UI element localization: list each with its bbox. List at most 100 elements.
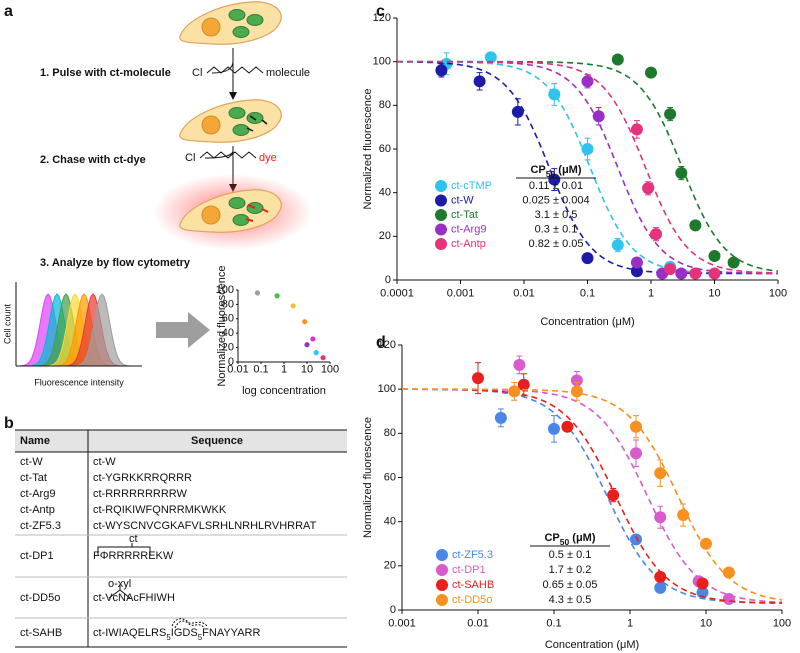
- legend-value: 0.3 ± 0.1: [535, 223, 578, 235]
- legend-label: ct-Arg9: [451, 223, 486, 235]
- linker: [199, 151, 257, 159]
- table-cell: ct-WYSCNVCGKAFVLSRHLNRHLRVHRRAT: [93, 520, 317, 532]
- legend-label: ct-Antp: [451, 238, 486, 250]
- y-tick-label: 40: [379, 187, 391, 199]
- table-cell: ct-ZF5.3: [20, 520, 61, 532]
- data-point: [700, 537, 712, 550]
- data-point: [654, 467, 667, 480]
- table-cell: ct-DP1: [20, 550, 54, 562]
- reagent-link: [204, 149, 234, 159]
- legend-title-part: 50: [560, 537, 570, 547]
- data-point: [548, 173, 561, 186]
- y-axis-label: Normalized fluorescence: [362, 88, 374, 209]
- legend-marker: [436, 549, 448, 561]
- legend-value: 1.7 ± 0.2: [549, 564, 592, 576]
- legend-marker: [435, 209, 447, 221]
- data-point: [310, 336, 316, 342]
- panel-label: c: [376, 3, 385, 20]
- data-point: [561, 420, 574, 433]
- sequence-part: 5: [198, 633, 203, 642]
- axis-label: Fluorescence intensity: [34, 377, 124, 387]
- data-point: [650, 228, 663, 241]
- big-arrow: [156, 312, 210, 348]
- data-point: [664, 263, 677, 276]
- data-point: [472, 372, 484, 385]
- table-cell: ct-IWIAQELRS5IGDS5FNAYYARR: [93, 627, 260, 642]
- legend-marker: [435, 180, 447, 192]
- step-label: 1. Pulse with ct-molecule: [40, 67, 171, 79]
- data-point: [630, 533, 643, 546]
- x-axis-label: Concentration (μM): [540, 316, 634, 328]
- x-tick-label: 0.001: [447, 288, 475, 300]
- legend-value: 0.025 ± 0.004: [522, 194, 589, 206]
- crosslink-bracket: [108, 585, 131, 599]
- y-tick-label: 120: [373, 12, 391, 24]
- histogram-curve: [71, 293, 133, 367]
- sequence-part: 5: [166, 633, 171, 642]
- legend-label: ct-ZF5.3: [452, 549, 493, 561]
- legend-title: CP50 (μM): [544, 532, 595, 547]
- legend-title: CP50 (μM): [530, 164, 581, 179]
- data-point: [304, 342, 310, 348]
- x-tick-label: 10: [301, 364, 313, 376]
- data-point: [696, 577, 709, 590]
- table-cell: ct-DD5o: [20, 592, 60, 604]
- data-point: [254, 290, 261, 296]
- legend-marker: [436, 594, 448, 606]
- fit-curve: [397, 61, 778, 275]
- panel-label: a: [4, 3, 13, 20]
- bound-molecule: [246, 115, 268, 132]
- y-tick-label: 20: [222, 342, 234, 354]
- data-point: [630, 256, 643, 269]
- x-tick-label: 0.01: [513, 288, 534, 300]
- data-point: [630, 447, 643, 460]
- y-tick-label: 60: [379, 143, 391, 155]
- data-point: [570, 385, 583, 398]
- legend-title-part: (μM): [569, 532, 596, 544]
- legend-label: ct-DP1: [452, 564, 486, 576]
- legend-value: 3.1 ± 0.5: [535, 209, 578, 221]
- table-cell: ct-W: [93, 456, 116, 468]
- data-point: [727, 256, 740, 269]
- linker: [206, 66, 264, 74]
- sequence-part: ct-IWIAQELRS: [93, 627, 166, 639]
- data-point: [675, 167, 688, 180]
- cyclization-bracket: [97, 543, 151, 556]
- y-tick-label: 100: [373, 56, 391, 68]
- data-point: [494, 411, 507, 424]
- data-point: [320, 355, 326, 361]
- data-point: [313, 350, 319, 356]
- legend-title-part: CP: [530, 164, 545, 176]
- data-point: [607, 489, 620, 502]
- data-point: [696, 586, 709, 599]
- data-point: [722, 566, 735, 579]
- reagent-link: [211, 59, 234, 74]
- data-point: [675, 267, 688, 280]
- x-tick-label: 100: [321, 364, 339, 376]
- y-tick-label: 20: [379, 230, 391, 242]
- histogram: [17, 293, 133, 367]
- data-point: [654, 570, 667, 583]
- panel-label: d: [376, 334, 386, 351]
- x-axis-label: log concentration: [242, 385, 326, 397]
- data-point: [722, 592, 735, 605]
- y-tick-label: 40: [222, 327, 234, 339]
- data-point: [689, 219, 702, 232]
- legend-marker: [435, 223, 447, 236]
- sequence-annotation: ct: [129, 533, 138, 545]
- x-tick-label: 1: [281, 364, 287, 376]
- y-tick-label: 100: [216, 284, 234, 296]
- y-tick-label: 0: [390, 604, 396, 616]
- legend-marker: [435, 194, 447, 207]
- table-header: Name: [20, 435, 50, 447]
- table-cell: ct-RRRRRRRRRW: [93, 488, 188, 500]
- y-tick-label: 80: [384, 427, 396, 439]
- x-tick-label: 10: [708, 288, 720, 300]
- dye-label: [245, 204, 269, 222]
- table-cell: ct-YGRKKRRQRRR: [93, 472, 192, 484]
- step-label: 2. Chase with ct-dye: [40, 154, 146, 166]
- data-point: [708, 249, 721, 262]
- data-point: [654, 581, 667, 594]
- table-cell: ct-RQIKIWFQNRRMKWKK: [93, 504, 227, 516]
- y-tick-label: 120: [378, 339, 396, 351]
